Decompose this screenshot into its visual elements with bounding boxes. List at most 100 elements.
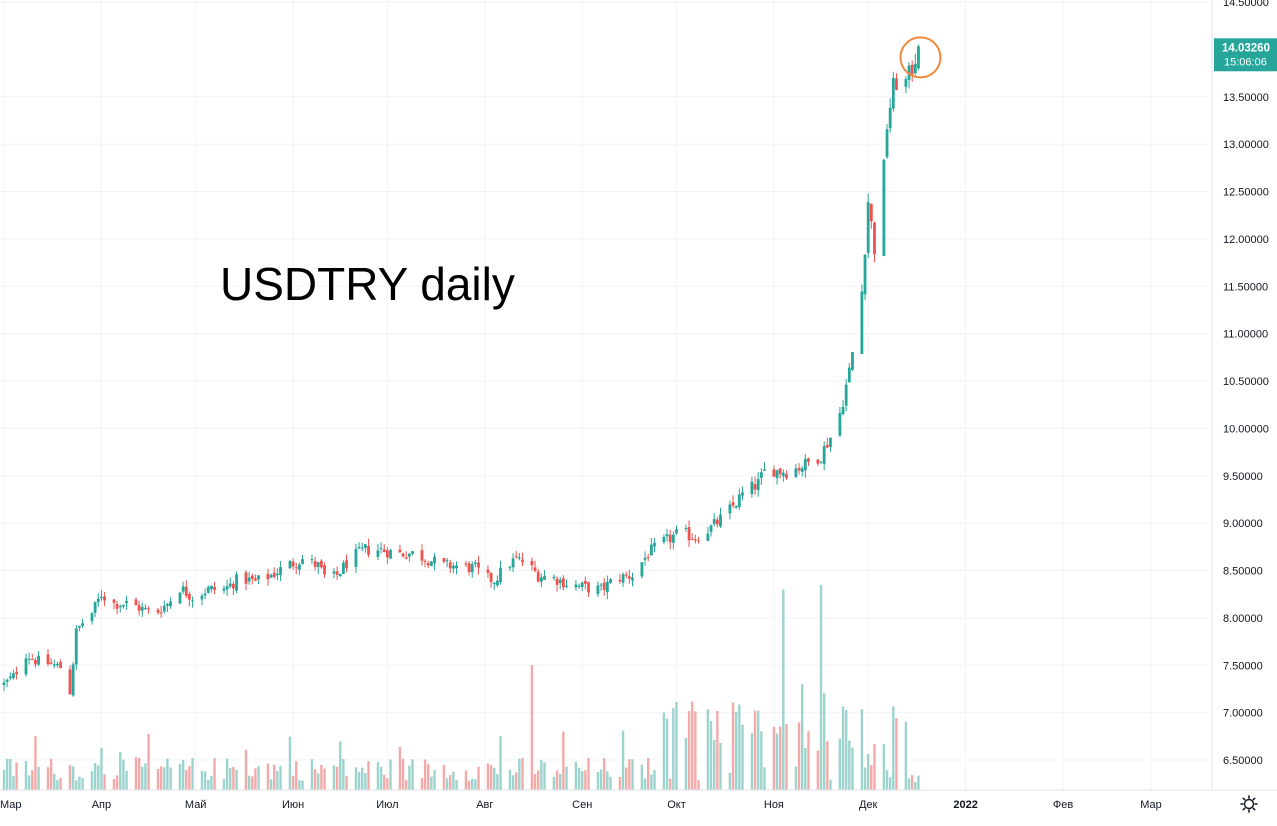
candle[interactable] xyxy=(558,576,562,590)
candle[interactable] xyxy=(781,469,785,482)
candle[interactable] xyxy=(910,60,914,82)
candle[interactable] xyxy=(338,573,342,578)
candle[interactable] xyxy=(631,572,634,587)
candle[interactable] xyxy=(291,558,295,570)
candle[interactable] xyxy=(583,576,587,590)
candle[interactable] xyxy=(665,528,669,542)
candle[interactable] xyxy=(222,585,226,594)
candle[interactable] xyxy=(301,555,304,565)
candle[interactable] xyxy=(693,534,697,544)
candle[interactable] xyxy=(517,552,521,561)
candle[interactable] xyxy=(492,581,496,590)
candle[interactable] xyxy=(816,459,820,466)
candle[interactable] xyxy=(775,469,779,485)
candle[interactable] xyxy=(59,659,62,669)
candle[interactable] xyxy=(684,524,688,533)
candle[interactable] xyxy=(363,544,367,553)
candle[interactable] xyxy=(891,71,895,112)
candle[interactable] xyxy=(728,500,732,520)
candle[interactable] xyxy=(882,159,886,257)
candle[interactable] xyxy=(429,560,433,567)
candle[interactable] xyxy=(407,553,411,562)
candle[interactable] xyxy=(27,652,31,665)
candle[interactable] xyxy=(467,561,471,576)
candle[interactable] xyxy=(687,520,691,548)
candle[interactable] xyxy=(794,464,798,479)
candle[interactable] xyxy=(162,600,166,614)
candle[interactable] xyxy=(420,544,424,566)
candle[interactable] xyxy=(140,602,144,617)
candle[interactable] xyxy=(561,575,565,591)
candle[interactable] xyxy=(24,653,28,677)
candle[interactable] xyxy=(156,607,160,615)
candle[interactable] xyxy=(605,575,609,600)
candle[interactable] xyxy=(904,76,908,94)
candle[interactable] xyxy=(56,661,59,668)
candle[interactable] xyxy=(210,585,213,593)
candle[interactable] xyxy=(401,552,405,558)
candle[interactable] xyxy=(191,596,194,608)
candle[interactable] xyxy=(653,538,656,553)
candle[interactable] xyxy=(838,406,842,437)
candle[interactable] xyxy=(662,534,666,545)
candle[interactable] xyxy=(71,661,75,697)
candle[interactable] xyxy=(785,470,788,480)
candle[interactable] xyxy=(464,560,468,567)
candle[interactable] xyxy=(398,544,402,553)
candle[interactable] xyxy=(731,495,735,509)
candle[interactable] xyxy=(188,591,191,607)
candle[interactable] xyxy=(250,573,254,585)
candle[interactable] xyxy=(627,569,631,584)
candle[interactable] xyxy=(367,538,370,558)
candle[interactable] xyxy=(807,457,810,467)
candle[interactable] xyxy=(360,542,364,552)
candle[interactable] xyxy=(819,461,823,465)
candle[interactable] xyxy=(587,581,590,597)
candle[interactable] xyxy=(423,559,427,568)
candle[interactable] xyxy=(253,574,257,582)
candle[interactable] xyxy=(873,221,876,263)
candle[interactable] xyxy=(763,462,766,471)
candle[interactable] xyxy=(389,548,392,560)
candle[interactable] xyxy=(379,542,383,554)
candle[interactable] xyxy=(841,399,845,416)
candle[interactable] xyxy=(621,572,625,588)
candle[interactable] xyxy=(316,561,320,575)
candle[interactable] xyxy=(213,581,216,595)
candle[interactable] xyxy=(640,562,644,579)
candle[interactable] xyxy=(30,653,34,661)
candle[interactable] xyxy=(602,578,606,596)
candle[interactable] xyxy=(100,590,103,601)
candle[interactable] xyxy=(275,568,279,581)
candle[interactable] xyxy=(577,583,581,589)
candle[interactable] xyxy=(530,557,534,571)
candle[interactable] xyxy=(473,559,477,568)
candle[interactable] xyxy=(433,552,436,571)
candle[interactable] xyxy=(144,604,147,610)
candle[interactable] xyxy=(181,581,185,595)
candle[interactable] xyxy=(49,658,53,665)
candle[interactable] xyxy=(697,537,700,544)
candle[interactable] xyxy=(96,593,100,607)
candle[interactable] xyxy=(115,600,119,615)
price-axis[interactable]: 6.50000 7.00000 7.50000 8.00000 8.50000 9.000… xyxy=(1223,0,1269,767)
candle[interactable] xyxy=(376,543,380,561)
candle[interactable] xyxy=(565,579,568,589)
candle[interactable] xyxy=(486,565,490,578)
candle[interactable] xyxy=(134,597,138,606)
candle[interactable] xyxy=(709,524,713,537)
gear-icon[interactable] xyxy=(1240,795,1258,813)
candle[interactable] xyxy=(734,505,738,509)
candle[interactable] xyxy=(913,53,917,76)
candle[interactable] xyxy=(332,568,336,579)
candle[interactable] xyxy=(272,567,276,579)
candle[interactable] xyxy=(37,651,40,666)
candle[interactable] xyxy=(203,588,207,600)
candle[interactable] xyxy=(294,562,298,574)
candle[interactable] xyxy=(74,624,78,671)
candle[interactable] xyxy=(596,581,600,597)
candle[interactable] xyxy=(118,604,122,613)
candle[interactable] xyxy=(206,585,210,594)
candle[interactable] xyxy=(122,604,125,609)
